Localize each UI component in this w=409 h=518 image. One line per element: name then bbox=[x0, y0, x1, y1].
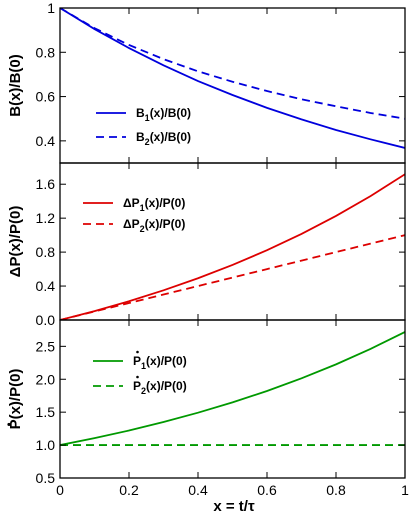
y-axis-label-2: ΔP(x)/P(0) bbox=[7, 206, 24, 278]
plot-frame bbox=[59, 162, 406, 321]
x-tick-label: 0.2 bbox=[119, 482, 139, 498]
y-tick-label: 0.4 bbox=[36, 133, 56, 149]
legend-label-3-2: P2(x)/P(0) bbox=[133, 379, 187, 396]
y-axis-label-3: P(x)/P(0) bbox=[7, 369, 24, 430]
plot-frame bbox=[59, 319, 406, 479]
y-tick-label: 2.5 bbox=[36, 338, 56, 354]
y-tick-label: 0.4 bbox=[36, 278, 56, 294]
series-line-1-2 bbox=[60, 8, 405, 120]
x-tick-label: 0.6 bbox=[257, 482, 277, 498]
legend-dot bbox=[136, 350, 139, 354]
y-axis-label-1: B(x)/B(0) bbox=[7, 54, 24, 117]
x-axis-label: x = t/τ bbox=[213, 498, 255, 515]
y-tick-label: 0.6 bbox=[36, 89, 56, 105]
y-tick-label: 0.0 bbox=[36, 312, 56, 328]
plot-frame bbox=[59, 7, 406, 164]
y-axis-label-dot bbox=[7, 422, 11, 427]
x-tick-label: 0.4 bbox=[188, 482, 208, 498]
legend-dot bbox=[136, 375, 139, 379]
legend-label-1-1: B1(x)/B(0) bbox=[136, 106, 191, 123]
series-line-2-1 bbox=[60, 173, 405, 320]
legend-label-3-1: P1(x)/P(0) bbox=[133, 354, 187, 371]
panel-3: 0.5 1.0 1.5 2.0 2.5 P(x)/P(0) P1(x)/P(0) P2(x)/… bbox=[7, 319, 406, 486]
legend-label-1-2: B2(x)/B(0) bbox=[136, 130, 191, 147]
series-line-2-2 bbox=[60, 234, 405, 320]
legend-label-2-1: ΔP1(x)/P(0) bbox=[123, 196, 185, 213]
y-tick-label: 0.8 bbox=[36, 244, 56, 260]
legend-label-2-2: ΔP2(x)/P(0) bbox=[123, 217, 185, 234]
y-tick-label: 1.2 bbox=[36, 210, 56, 226]
series-line-3-1 bbox=[60, 331, 405, 446]
x-tick-label: 0.8 bbox=[326, 482, 346, 498]
y-tick-label: 1.0 bbox=[36, 437, 56, 453]
y-tick-label: 2.0 bbox=[36, 371, 56, 387]
y-tick-label: 1 bbox=[47, 0, 55, 16]
panel-1: 0.4 0.6 0.8 1 B(x)/B(0) B1(x)/B(0) B2(x)/B(0) bbox=[7, 0, 406, 164]
panel-2: 0.0 0.4 0.8 1.2 1.6 ΔP(x)/P(0) ΔP1(x)/P(0) ΔP2(… bbox=[7, 162, 406, 328]
y-tick-label: 0.8 bbox=[36, 44, 56, 60]
y-tick-label: 1.5 bbox=[36, 404, 56, 420]
x-tick-label: 0 bbox=[56, 482, 64, 498]
series-line-1-1 bbox=[60, 8, 405, 149]
y-tick-label: 0.5 bbox=[36, 470, 56, 486]
x-tick-label: 1 bbox=[401, 482, 409, 498]
y-tick-label: 1.6 bbox=[36, 176, 56, 192]
